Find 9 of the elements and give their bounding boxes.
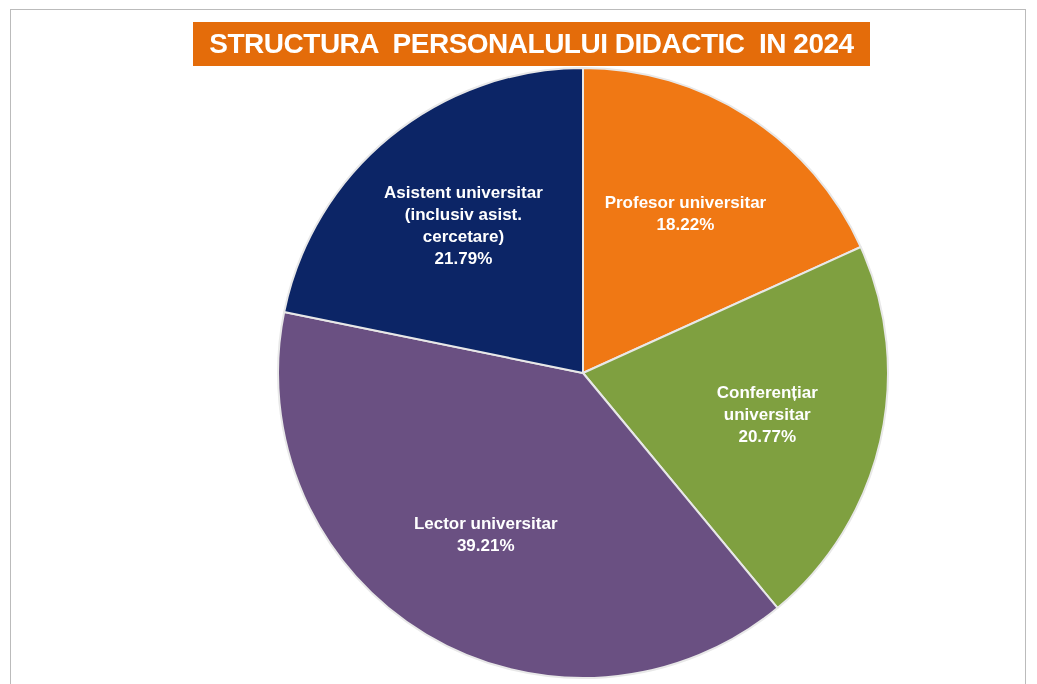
chart-title: STRUCTURA PERSONALULUI DIDACTIC IN 2024 bbox=[193, 22, 870, 66]
data-label: 21.79% bbox=[434, 249, 493, 269]
data-label: 20.77% bbox=[738, 427, 797, 447]
slice-label: Profesor universitar bbox=[604, 192, 767, 212]
slice-label: Asistent universitar (inclusiv asist. cercetare) bbox=[384, 183, 544, 247]
data-label: 18.22% bbox=[656, 214, 715, 234]
slice-label: Lector universitar bbox=[413, 513, 558, 533]
data-label: 39.21% bbox=[456, 535, 515, 555]
slice-label: Conferențiar universitar bbox=[716, 383, 819, 425]
